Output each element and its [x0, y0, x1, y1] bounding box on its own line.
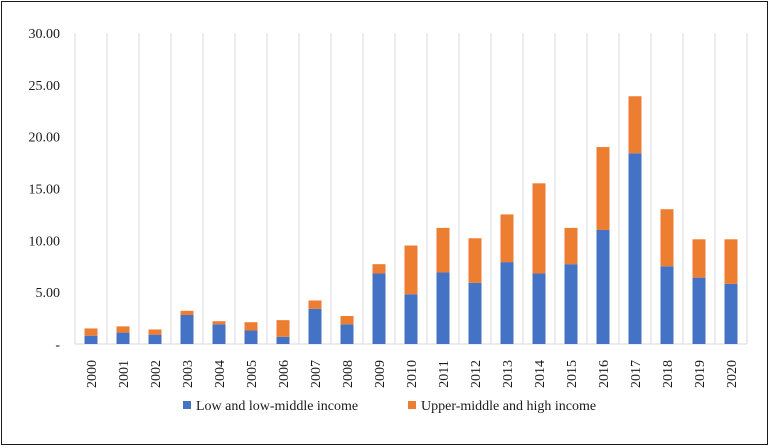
bar-upper-income [308, 300, 322, 309]
x-tick-label: 2019 [693, 360, 708, 388]
bar-upper-income [148, 329, 162, 335]
bar-low-income [244, 330, 258, 344]
bar-low-income [340, 324, 354, 344]
y-tick-label: 10.00 [29, 234, 61, 249]
bar-upper-income [692, 239, 706, 278]
bar-upper-income [84, 328, 98, 336]
y-tick-label: 15.00 [29, 183, 61, 198]
bar-upper-income [628, 96, 642, 154]
x-tick-label: 2008 [341, 360, 356, 388]
bar-low-income [660, 266, 674, 344]
bar-low-income [84, 335, 98, 344]
bar-low-income [372, 273, 386, 344]
legend-swatch [408, 401, 416, 409]
y-tick-label: 5.00 [36, 286, 61, 301]
bar-upper-income [340, 316, 354, 325]
y-tick-label: 25.00 [29, 79, 61, 94]
legend-label: Low and low-middle income [196, 399, 358, 414]
bar-low-income [148, 334, 162, 344]
bar-low-income [116, 332, 130, 344]
bar-upper-income [244, 322, 258, 331]
x-tick-label: 2016 [597, 360, 612, 388]
bar-low-income [500, 262, 514, 344]
x-tick-label: 2011 [437, 360, 452, 387]
x-tick-label: 2020 [725, 360, 740, 388]
x-tick-label: 2009 [373, 360, 388, 388]
x-tick-label: 2000 [85, 360, 100, 388]
bar-upper-income [564, 227, 578, 265]
bar-low-income [404, 294, 418, 344]
bar-low-income [628, 153, 642, 344]
x-tick-label: 2006 [277, 360, 292, 388]
bar-upper-income [212, 321, 226, 325]
x-tick-label: 2017 [629, 360, 644, 388]
bar-upper-income [276, 320, 290, 337]
bar-low-income [212, 324, 226, 344]
legend-swatch [183, 401, 191, 409]
y-tick-label: - [55, 338, 60, 353]
x-tick-label: 2004 [213, 360, 228, 388]
bar-low-income [276, 336, 290, 344]
bar-low-income [436, 272, 450, 344]
x-tick-label: 2012 [469, 360, 484, 388]
x-tick-label: 2010 [405, 360, 420, 388]
bar-upper-income [596, 147, 610, 230]
bar-upper-income [180, 310, 194, 315]
x-tick-label: 2007 [309, 360, 324, 388]
x-tick-label: 2013 [501, 360, 516, 388]
bar-upper-income [372, 264, 386, 274]
x-tick-label: 2002 [149, 360, 164, 388]
bar-low-income [564, 264, 578, 344]
x-tick-label: 2014 [533, 360, 548, 388]
bar-low-income [308, 308, 322, 344]
bar-low-income [468, 282, 482, 344]
bar-upper-income [436, 227, 450, 273]
bar-upper-income [724, 239, 738, 284]
y-tick-label: 30.00 [29, 27, 61, 42]
bar-low-income [692, 277, 706, 344]
bar-upper-income [660, 209, 674, 267]
bar-low-income [724, 283, 738, 344]
x-tick-label: 2001 [117, 360, 132, 388]
x-tick-label: 2003 [181, 360, 196, 388]
bar-low-income [596, 229, 610, 344]
x-tick-label: 2018 [661, 360, 676, 388]
bar-low-income [180, 314, 194, 344]
bar-upper-income [116, 326, 130, 333]
x-tick-label: 2005 [245, 360, 260, 388]
bar-low-income [532, 273, 546, 344]
bar-upper-income [500, 214, 514, 263]
x-tick-label: 2015 [565, 360, 580, 388]
legend-label: Upper-middle and high income [421, 399, 596, 414]
bar-upper-income [404, 245, 418, 295]
bar-upper-income [532, 183, 546, 274]
bar-upper-income [468, 238, 482, 283]
y-tick-label: 20.00 [29, 131, 61, 146]
